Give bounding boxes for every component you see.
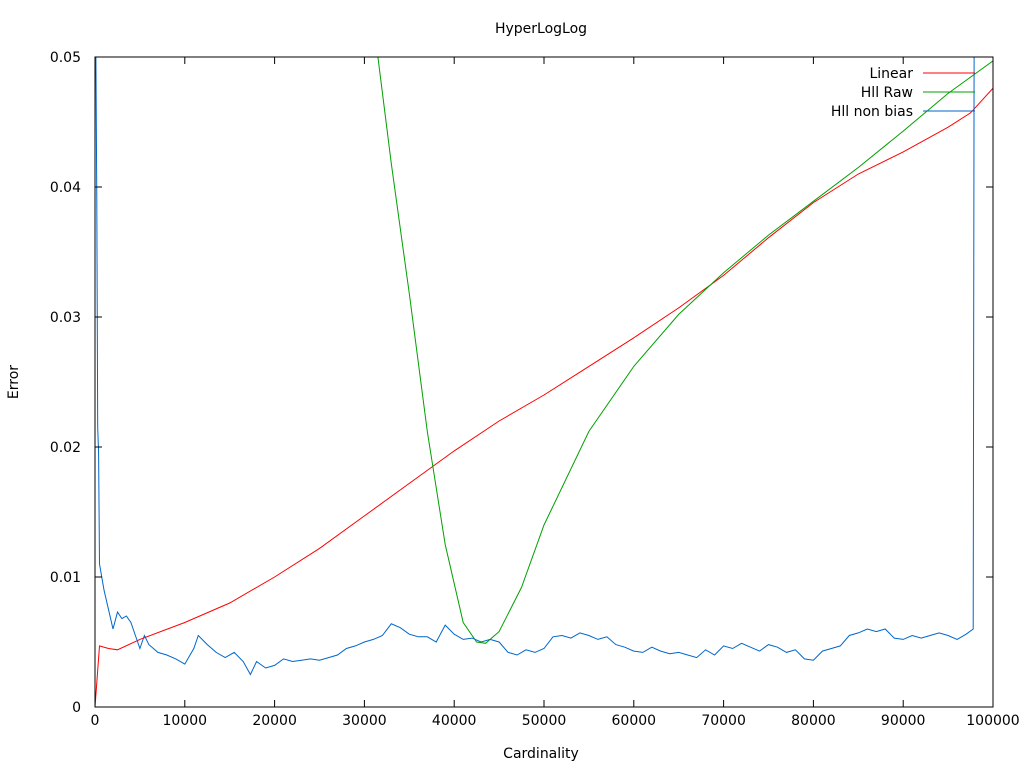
x-axis-label: Cardinality [503, 746, 579, 762]
series-layer [95, 57, 993, 707]
y-tick-label: 0.02 [50, 440, 81, 456]
x-tick-label: 10000 [163, 713, 208, 729]
x-tick-label: 20000 [252, 713, 297, 729]
legend-label: Hll Raw [861, 85, 913, 101]
x-tick-label: 100000 [966, 713, 1019, 729]
x-tick-label: 60000 [612, 713, 657, 729]
x-tick-label: 80000 [791, 713, 836, 729]
x-tick-label: 0 [91, 713, 100, 729]
series-line-3 [95, 57, 975, 676]
series-line-1 [95, 87, 993, 707]
x-tick-label: 50000 [522, 713, 567, 729]
y-tick-label: 0.04 [50, 180, 81, 196]
legend: Linear Hll Raw Hll non bias [831, 66, 975, 120]
legend-label: Hll non bias [831, 104, 913, 120]
y-tick-label: 0.05 [50, 50, 81, 66]
x-tick-label: 90000 [881, 713, 926, 729]
y-tick-label: 0.03 [50, 310, 81, 326]
x-tick-label: 70000 [701, 713, 746, 729]
series-line-2 [377, 57, 993, 644]
legend-label: Linear [869, 66, 913, 82]
x-tick-label: 40000 [432, 713, 477, 729]
ticks-layer: 0 10000 20000 30000 40000 50000 60000 70000 8000… [50, 50, 1020, 729]
y-tick-label: 0 [72, 700, 81, 716]
x-tick-label: 30000 [342, 713, 387, 729]
y-axis-label: Error [6, 365, 22, 399]
chart-title: HyperLogLog [495, 21, 587, 37]
y-tick-label: 0.01 [50, 570, 81, 586]
